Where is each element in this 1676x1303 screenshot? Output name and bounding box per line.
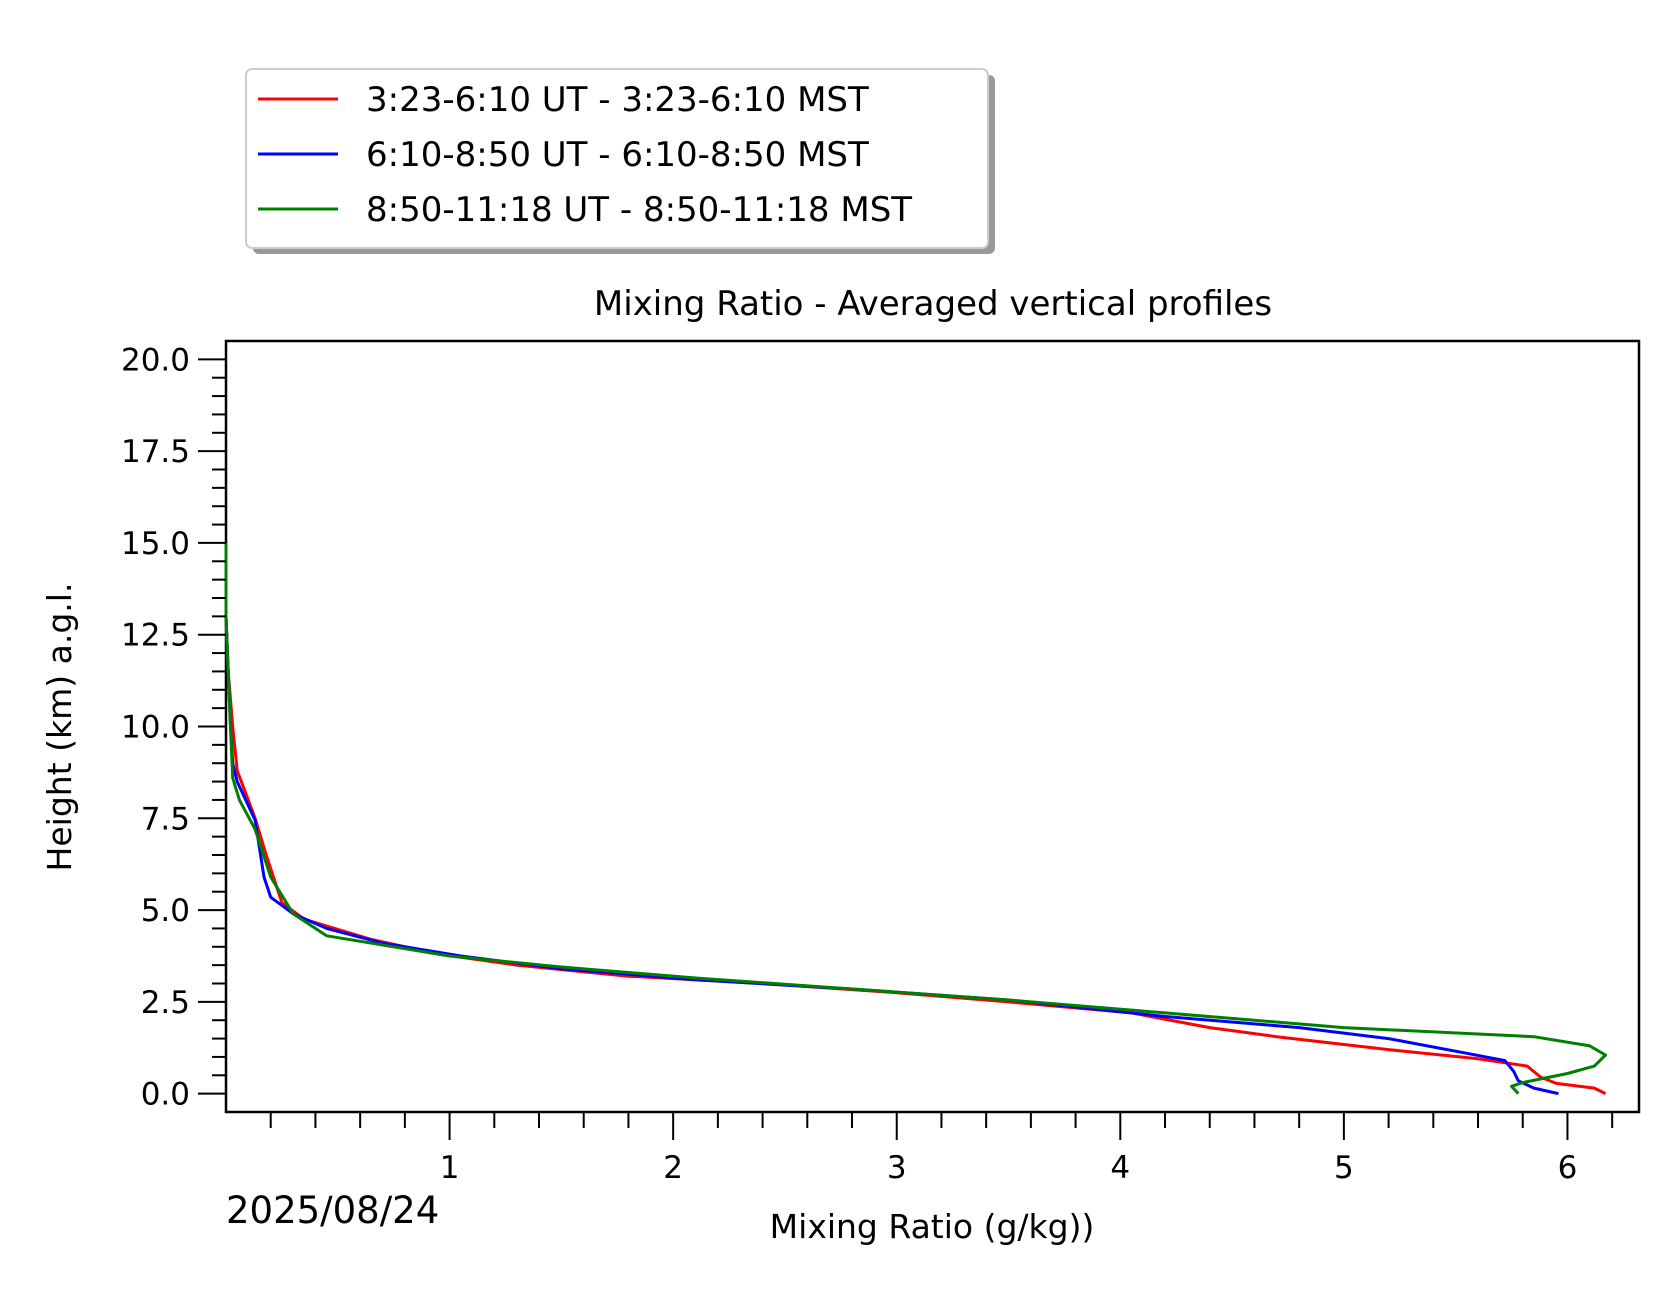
legend-label-3: 8:50-11:18 UT - 8:50-11:18 MST (366, 190, 912, 230)
x-axis-label: Mixing Ratio (g/kg)) (770, 1207, 1095, 1246)
legend-label-2: 6:10-8:50 UT - 6:10-8:50 MST (366, 135, 869, 175)
series-line-3 (224, 542, 1607, 1095)
date-label: 2025/08/24 (226, 1189, 439, 1232)
series-line-1 (224, 542, 1607, 1095)
y-tick-label: 2.5 (141, 985, 190, 1021)
x-tick-label: 3 (887, 1150, 907, 1186)
y-tick-label: 5.0 (141, 893, 190, 929)
legend-box (245, 68, 989, 249)
y-tick-label: 0.0 (141, 1077, 190, 1113)
y-tick-label: 15.0 (121, 526, 190, 562)
x-tick-label: 5 (1334, 1150, 1354, 1186)
x-tick-label: 1 (440, 1150, 460, 1186)
y-axis: 0.0 2.5 5.0 7.5 10.0 12.5 15.0 17.5 20.0 (121, 342, 226, 1113)
y-tick-label: 12.5 (121, 618, 190, 654)
y-tick-label: 20.0 (121, 342, 190, 378)
x-tick-label: 2 (663, 1150, 683, 1186)
legend-label-1: 3:23-6:10 UT - 3:23-6:10 MST (366, 80, 869, 120)
series-layer (224, 542, 1607, 1096)
y-tick-label: 17.5 (121, 434, 190, 470)
y-tick-label: 7.5 (141, 801, 190, 837)
chart-title: Mixing Ratio - Averaged vertical profile… (594, 284, 1272, 324)
legend-entries: 3:23-6:10 UT - 3:23-6:10 MST 6:10-8:50 UT… (258, 80, 912, 230)
legend: 3:23-6:10 UT - 3:23-6:10 MST 6:10-8:50 UT… (245, 68, 995, 254)
x-axis: 1 2 3 4 5 6 (269, 1112, 1614, 1186)
x-tick-label: 6 (1558, 1150, 1578, 1186)
y-tick-label: 10.0 (121, 710, 190, 746)
x-tick-label: 4 (1110, 1150, 1130, 1186)
series-line-2 (224, 542, 1559, 1096)
y-axis-label: Height (km) a.g.l. (40, 583, 79, 872)
